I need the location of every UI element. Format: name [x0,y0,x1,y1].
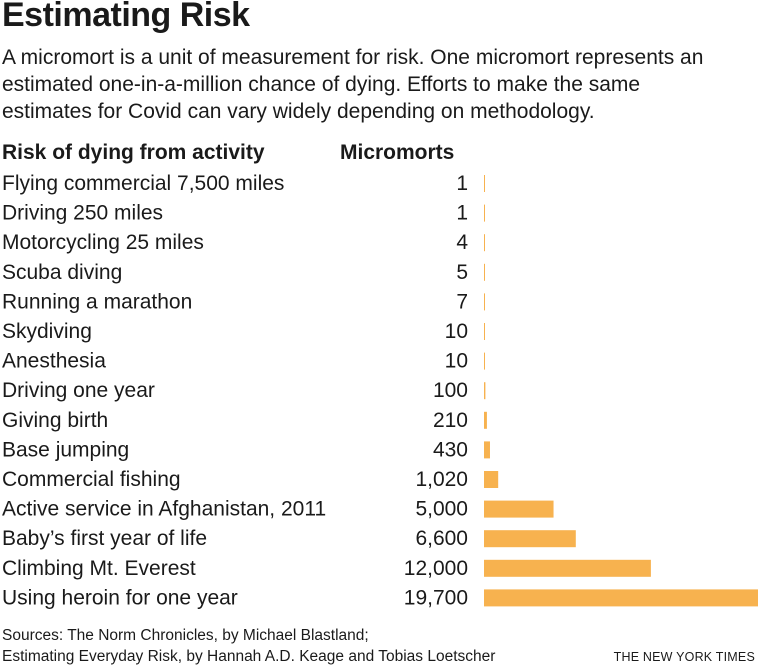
category-label: Flying commercial 7,500 miles [2,172,284,195]
value-label: 1 [456,202,468,225]
category-label: Scuba diving [2,261,122,284]
value-label: 100 [433,379,468,402]
category-label: Motorcycling 25 miles [2,231,204,254]
value-label: 4 [456,231,468,254]
bar [484,530,576,548]
category-label: Commercial fishing [2,468,181,491]
chart-subtitle: A micromort is a unit of measurement for… [2,44,757,125]
bar [484,589,758,607]
category-label: Climbing Mt. Everest [2,557,196,580]
bar [484,204,485,222]
value-label: 1,020 [415,468,468,491]
value-label: 10 [445,350,468,373]
source-line: Sources: The Norm Chronicles, by Michael… [2,627,369,644]
category-label: Base jumping [2,438,129,461]
value-label: 5,000 [415,498,468,521]
category-label: Using heroin for one year [2,586,238,609]
category-label: Driving 250 miles [2,202,163,225]
micromorts-column-header: Micromorts [340,141,455,164]
bar [484,352,485,370]
bar [484,293,485,311]
bar [484,411,487,429]
subtitle-line: estimated one-in-a-million chance of dyi… [2,73,641,96]
subtitle-line: estimates for Covid can vary widely depe… [2,100,595,123]
publisher-credit: THE NEW YORK TIMES [613,650,755,664]
bar [484,559,651,577]
value-label: 12,000 [404,557,468,580]
source-line: Estimating Everyday Risk, by Hannah A.D.… [2,648,496,665]
bar [484,500,554,518]
value-label: 7 [456,290,468,313]
bar [484,323,485,340]
category-label: Active service in Afghanistan, 2011 [2,498,326,521]
category-label: Skydiving [2,320,92,343]
bar [484,441,490,459]
category-label: Running a marathon [2,290,192,313]
value-label: 210 [433,409,468,432]
bar [484,175,485,192]
bar [484,471,499,488]
category-label: Anesthesia [2,350,106,373]
category-label: Driving one year [2,379,155,402]
value-label: 1 [456,172,468,195]
value-label: 19,700 [404,586,468,609]
subtitle-line: A micromort is a unit of measurement for… [2,46,704,69]
activity-column-header: Risk of dying from activity [2,141,265,164]
bar [484,382,486,400]
value-label: 10 [445,320,468,343]
chart-title: Estimating Risk [2,0,250,34]
bar [484,263,485,281]
value-label: 430 [433,438,468,461]
category-label: Baby’s first year of life [2,527,207,550]
value-label: 5 [456,261,468,284]
category-label: Giving birth [2,409,108,432]
bar [484,234,485,252]
value-label: 6,600 [415,527,468,550]
sources-note: Sources: The Norm Chronicles, by Michael… [2,625,495,667]
